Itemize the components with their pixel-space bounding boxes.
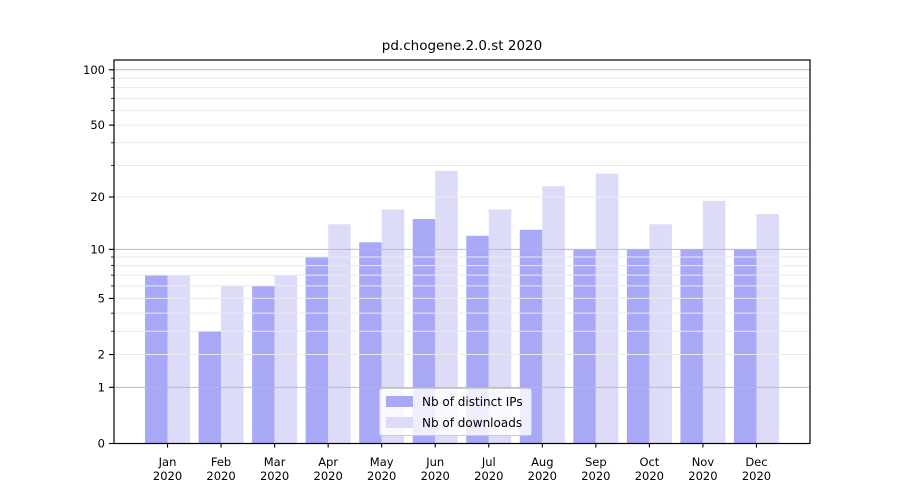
x-tick-label-month: Dec: [745, 455, 767, 469]
axes-frame: [113, 59, 811, 445]
bar-downloads-apr: [328, 224, 351, 444]
bar-downloads-aug: [542, 186, 565, 444]
bar-downloads-sep: [595, 173, 619, 444]
legend-item-downloads: Nb of downloads: [386, 413, 523, 432]
x-tick-label-year: 2020: [153, 469, 182, 483]
bar-downloads-mar: [274, 275, 298, 444]
x-tick-label-month: Apr: [318, 455, 338, 469]
bar-downloads-may: [381, 209, 405, 444]
x-tick-label-month: Sep: [585, 455, 607, 469]
x-tick-label-year: 2020: [688, 469, 717, 483]
bar-distinct-ips-mar: [252, 285, 275, 444]
x-tick-label-year: 2020: [206, 469, 235, 483]
bar-downloads-jul: [488, 209, 512, 444]
y-tick-label: 20: [90, 190, 105, 204]
bar-downloads-jan: [167, 275, 191, 444]
y-tick-label: 10: [90, 242, 105, 256]
x-tick-label-year: 2020: [421, 469, 450, 483]
x-tick-label-year: 2020: [581, 469, 610, 483]
y-tick-label: 50: [90, 118, 105, 132]
x-tick-label-month: Nov: [692, 455, 715, 469]
y-tick-label: 5: [98, 291, 105, 305]
x-tick-label-year: 2020: [528, 469, 557, 483]
chart-title: pd.chogene.2.0.st 2020: [381, 38, 543, 54]
x-tick-label-year: 2020: [367, 469, 396, 483]
x-tick-label-year: 2020: [742, 469, 771, 483]
x-tick-label-year: 2020: [474, 469, 503, 483]
x-tick-label-month: Jun: [425, 455, 444, 469]
bar-downloads-dec: [756, 214, 779, 444]
bar-distinct-ips-nov: [680, 249, 703, 444]
x-tick-label-month: Feb: [211, 455, 231, 469]
x-tick-label-month: Jan: [158, 455, 177, 469]
legend-item-label: Nb of downloads: [422, 415, 523, 430]
x-tick-label-month: Aug: [531, 455, 553, 469]
x-tick-label-year: 2020: [635, 469, 664, 483]
y-tick-label: 2: [98, 348, 105, 362]
bar-distinct-ips-dec: [733, 249, 757, 444]
y-tick-label: 0: [98, 437, 105, 451]
bar-distinct-ips-may: [359, 242, 382, 444]
x-tick-label-month: Jul: [481, 455, 496, 469]
bar-downloads-oct: [649, 224, 672, 444]
y-tick-label: 1: [98, 380, 105, 394]
legend-swatch-downloads: [386, 417, 413, 428]
bar-distinct-ips-oct: [626, 249, 650, 444]
x-tick-label-year: 2020: [260, 469, 289, 483]
legend-swatch-distinct-ips: [386, 396, 413, 407]
bar-downloads-nov: [702, 200, 726, 444]
x-tick-label-month: Mar: [264, 455, 286, 469]
legend-item-label: Nb of distinct IPs: [422, 394, 523, 409]
legend: Nb of distinct IPs Nb of downloads: [379, 388, 532, 436]
legend-item-distinct-ips: Nb of distinct IPs: [386, 392, 523, 411]
bar-downloads-jun: [435, 170, 458, 444]
x-tick-label-month: Oct: [639, 455, 659, 469]
y-tick-label: 100: [83, 63, 105, 77]
x-tick-label-year: 2020: [314, 469, 343, 483]
bar-downloads-feb: [221, 285, 244, 444]
bar-distinct-ips-apr: [305, 257, 329, 444]
bar-distinct-ips-jan: [145, 275, 168, 444]
x-tick-label-month: May: [370, 455, 394, 469]
bar-distinct-ips-sep: [573, 249, 596, 444]
